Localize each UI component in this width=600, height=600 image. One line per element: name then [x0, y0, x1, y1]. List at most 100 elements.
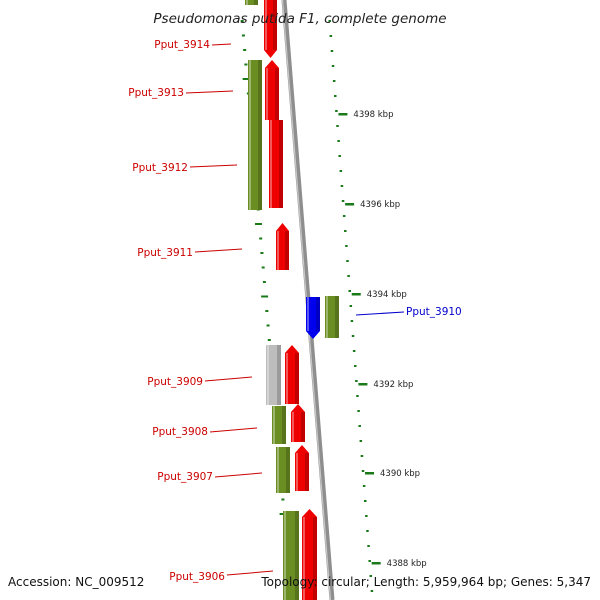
gene-feature[interactable]	[272, 406, 286, 444]
minor-tick	[335, 110, 338, 112]
leader-line	[355, 311, 405, 316]
minor-tick	[240, 20, 244, 22]
position-tick: 4392 kbp	[358, 380, 413, 390]
leader-line	[211, 43, 232, 46]
gene-feature[interactable]	[265, 60, 279, 120]
gene-feature[interactable]	[266, 345, 281, 405]
minor-tick	[364, 500, 367, 502]
minor-tick	[351, 335, 355, 337]
minor-tick	[360, 455, 364, 457]
minor-tick	[340, 185, 344, 187]
label-leader-lines	[185, 43, 405, 576]
minor-tick	[356, 395, 359, 397]
gene-feature[interactable]	[276, 447, 290, 493]
leader-line	[209, 427, 258, 433]
tick-label: 4392 kbp	[373, 380, 413, 390]
position-tick: 4396 kbp	[345, 200, 400, 210]
minor-tick	[332, 80, 336, 82]
gene-label[interactable]: Pput_3907	[157, 471, 213, 483]
minor-tick	[267, 339, 271, 341]
minor-tick	[331, 65, 335, 67]
gene-label[interactable]: Pput_3908	[152, 426, 208, 438]
minor-tick	[359, 440, 363, 442]
position-ticks: 4398 kbp 4396 kbp 4394 kbp 4392 kbp 4390 kbp…	[338, 110, 427, 569]
gene-feature[interactable]	[302, 509, 317, 600]
minor-tick	[330, 50, 334, 52]
gene-feature[interactable]	[276, 223, 289, 270]
minor-tick	[344, 230, 347, 232]
minor-tick	[244, 63, 248, 66]
position-tick: 4388 kbp	[371, 559, 427, 569]
minor-tick	[348, 290, 351, 292]
gene-feature[interactable]	[306, 297, 320, 339]
minor-tick	[262, 281, 266, 283]
tick-label: 4388 kbp	[387, 559, 427, 569]
gene-features	[245, 0, 339, 600]
minor-tick	[369, 575, 373, 577]
minor-tick	[328, 20, 331, 22]
gene-feature[interactable]	[245, 0, 258, 5]
leader-line	[194, 248, 243, 253]
minor-tick	[349, 305, 353, 307]
leader-line	[185, 90, 234, 94]
minor-tick	[259, 237, 263, 240]
minor-tick	[365, 515, 368, 517]
minor-tick	[337, 140, 340, 142]
minor-tick	[354, 365, 357, 367]
leader-line	[204, 376, 253, 382]
gene-feature[interactable]	[295, 445, 309, 491]
tick-marks-outer	[328, 20, 374, 592]
gene-label[interactable]: Pput_3912	[132, 162, 188, 174]
gene-label[interactable]: Pput_3910	[406, 306, 462, 318]
minor-tick	[261, 266, 265, 269]
minor-tick	[338, 155, 341, 157]
minor-tick	[241, 34, 245, 37]
tick-label: 4396 kbp	[360, 200, 400, 210]
minor-tick	[345, 245, 348, 247]
minor-tick	[357, 410, 360, 412]
gene-feature[interactable]	[283, 511, 299, 600]
minor-tick	[352, 350, 356, 352]
minor-tick	[342, 215, 346, 217]
minor-tick	[350, 320, 354, 322]
minor-tick	[265, 310, 269, 312]
gene-label[interactable]: Pput_3909	[147, 376, 203, 388]
minor-tick	[355, 380, 358, 382]
minor-tick	[261, 295, 269, 298]
minor-tick	[362, 485, 366, 487]
gene-feature[interactable]	[248, 60, 262, 210]
minor-tick	[243, 49, 247, 51]
gene-feature[interactable]	[285, 345, 299, 404]
position-tick: 4394 kbp	[351, 290, 407, 300]
gene-feature[interactable]	[325, 296, 339, 338]
leader-line	[226, 570, 274, 576]
gene-feature[interactable]	[269, 120, 283, 208]
gene-feature[interactable]	[291, 404, 305, 442]
position-tick: 4398 kbp	[338, 110, 393, 120]
accession-text: Accession: NC_009512	[8, 575, 144, 589]
position-tick: 4390 kbp	[365, 469, 420, 479]
minor-tick	[242, 78, 250, 80]
minor-tick	[358, 425, 361, 427]
minor-tick	[339, 170, 343, 172]
gene-label[interactable]: Pput_3913	[128, 87, 184, 99]
minor-tick	[366, 530, 369, 532]
leader-line	[189, 164, 238, 168]
gene-feature[interactable]	[264, 0, 277, 58]
minor-tick	[281, 498, 285, 501]
genome-title: Pseudomonas putida F1, complete genome	[153, 11, 446, 27]
minor-tick	[341, 200, 345, 202]
minor-tick	[367, 545, 370, 547]
minor-tick	[260, 252, 264, 254]
minor-tick	[346, 260, 349, 262]
minor-tick	[329, 35, 333, 37]
gene-label[interactable]: Pput_3911	[137, 247, 193, 259]
minor-tick	[368, 560, 371, 562]
gene-label[interactable]: Pput_3906	[169, 571, 225, 583]
minor-tick	[361, 470, 365, 472]
minor-tick	[334, 95, 337, 97]
leader-line	[214, 472, 263, 478]
gene-label[interactable]: Pput_3914	[154, 39, 210, 51]
minor-tick	[347, 275, 350, 277]
